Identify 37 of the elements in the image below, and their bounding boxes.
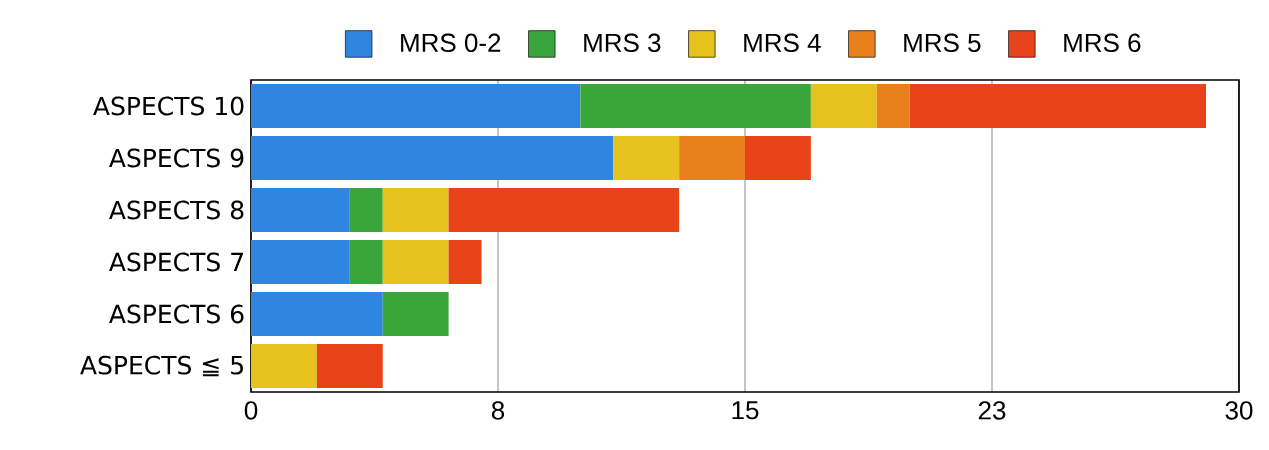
y-tick-label: ASPECTS 6 xyxy=(109,304,244,324)
bar xyxy=(251,187,350,233)
bar xyxy=(876,83,910,129)
bar xyxy=(909,83,1207,129)
bar xyxy=(251,83,581,129)
bar xyxy=(382,239,449,285)
bar xyxy=(745,135,811,181)
bar xyxy=(251,135,614,181)
y-tick-label: ASPECTS 7 xyxy=(109,252,243,272)
x-tick-label: 23 xyxy=(978,401,1006,420)
bar xyxy=(382,187,449,233)
legend-label: MRS 4 xyxy=(744,33,821,53)
y-tick-label: ASPECTS 10 xyxy=(93,96,244,116)
bar xyxy=(382,291,449,337)
bar xyxy=(448,239,482,285)
legend-label: MRS 5 xyxy=(904,33,981,53)
bar xyxy=(251,291,383,337)
bar xyxy=(448,187,680,233)
bar xyxy=(679,135,745,181)
legend-label: MRS 6 xyxy=(1064,33,1141,53)
bar xyxy=(251,239,350,285)
legend-label: MRS 0-2 xyxy=(401,33,501,53)
y-tick-label: ASPECTS 8 xyxy=(109,200,244,220)
x-tick-label: 0 xyxy=(244,401,258,420)
y-tick-label: ASPECTS ≦ 5 xyxy=(80,355,243,377)
bar xyxy=(580,83,811,129)
x-tick-label: 15 xyxy=(732,401,759,420)
bar xyxy=(810,83,877,129)
x-tick-label: 30 xyxy=(1225,401,1253,420)
x-tick-label: 8 xyxy=(491,401,505,420)
bar xyxy=(251,343,317,389)
legend-label: MRS 3 xyxy=(584,33,661,53)
bar xyxy=(349,187,383,233)
y-tick-label: ASPECTS 9 xyxy=(109,148,244,168)
bar xyxy=(349,239,383,285)
bar xyxy=(613,135,680,181)
bar xyxy=(316,343,383,389)
